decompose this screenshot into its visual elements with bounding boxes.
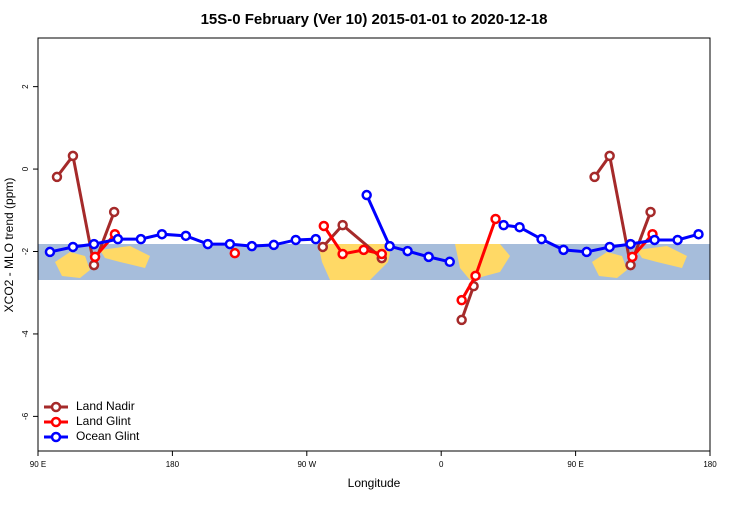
point xyxy=(51,171,63,183)
point xyxy=(581,246,592,258)
point xyxy=(444,256,455,268)
point xyxy=(558,244,569,256)
legend-marker xyxy=(50,416,62,428)
point xyxy=(317,241,329,253)
x-tick-label: 90 E xyxy=(30,460,46,469)
point xyxy=(402,245,413,257)
plot-frame xyxy=(37,37,711,452)
legend-marker xyxy=(50,401,62,413)
point xyxy=(423,251,434,263)
point xyxy=(693,228,704,240)
point xyxy=(456,294,467,306)
point xyxy=(156,228,168,240)
point xyxy=(376,248,388,260)
x-tick-label: 90 W xyxy=(297,460,316,469)
point xyxy=(108,206,120,218)
point xyxy=(625,259,636,271)
point xyxy=(358,244,369,256)
point xyxy=(536,233,547,245)
point xyxy=(224,238,236,250)
series-line xyxy=(93,218,654,301)
point xyxy=(88,259,100,271)
point xyxy=(498,219,509,231)
x-tick-label: 0 xyxy=(439,460,444,469)
point xyxy=(456,314,467,326)
point xyxy=(88,238,100,250)
x-axis-label: Longitude xyxy=(348,476,401,490)
x-tick-label: 90 E xyxy=(567,460,583,469)
point xyxy=(44,246,56,258)
x-tick-label: 180 xyxy=(166,460,180,469)
point xyxy=(514,221,525,233)
point xyxy=(361,189,372,201)
point xyxy=(645,206,656,218)
legend-marker xyxy=(50,431,62,443)
legend-label: Land Glint xyxy=(76,414,131,428)
y-tick-label: -4 xyxy=(21,330,30,338)
point xyxy=(649,234,660,246)
point xyxy=(67,241,79,253)
y-tick-label: -2 xyxy=(21,247,30,255)
point xyxy=(384,240,395,252)
point xyxy=(337,248,348,260)
point xyxy=(318,220,330,232)
point xyxy=(672,234,683,246)
legend-label: Ocean Glint xyxy=(76,429,140,443)
point xyxy=(202,238,214,250)
y-tick-label: -6 xyxy=(21,412,30,420)
point xyxy=(604,241,615,253)
point xyxy=(290,234,301,246)
point xyxy=(625,238,636,250)
point xyxy=(67,150,79,162)
y-tick-label: 2 xyxy=(21,84,30,89)
point xyxy=(310,233,322,245)
point xyxy=(135,233,147,245)
point xyxy=(246,240,258,252)
chart-title: 15S-0 February (Ver 10) 2015-01-01 to 20… xyxy=(201,11,548,28)
point xyxy=(112,233,124,245)
point xyxy=(589,171,600,183)
point xyxy=(180,230,192,242)
point xyxy=(490,213,501,225)
legend-label: Land Nadir xyxy=(76,399,135,413)
y-axis-label: XCO2 - MLO trend (ppm) xyxy=(2,178,16,313)
x-tick-label: 180 xyxy=(703,460,717,469)
point xyxy=(229,247,241,259)
point xyxy=(89,251,101,263)
y-tick-label: 0 xyxy=(21,166,30,171)
point xyxy=(337,219,348,231)
point xyxy=(268,239,280,251)
point xyxy=(627,251,638,263)
point xyxy=(604,150,615,162)
point xyxy=(470,270,481,282)
